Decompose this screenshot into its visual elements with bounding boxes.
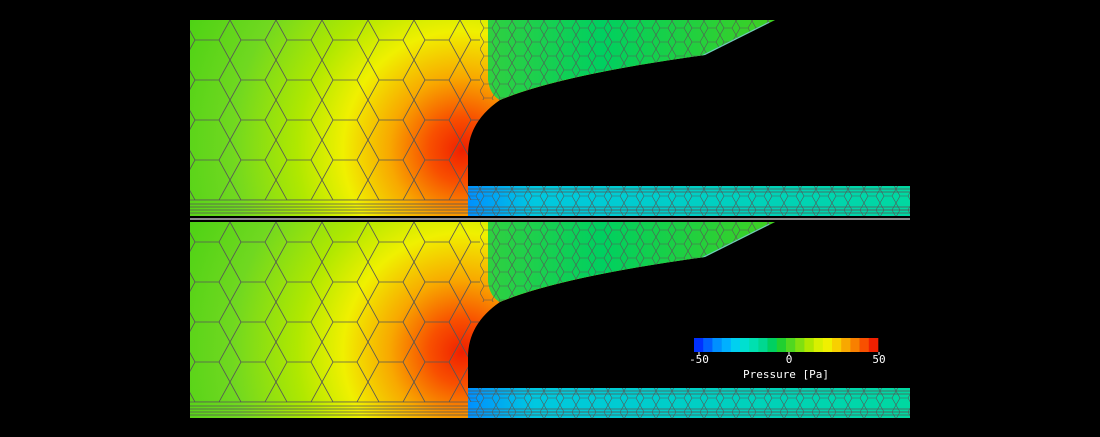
colorbar: -50 0 50 xyxy=(689,338,886,366)
colorbar-segment xyxy=(804,338,814,352)
colorbar-segment xyxy=(868,338,879,352)
colorbar-segment xyxy=(786,338,796,352)
colorbar-segment xyxy=(832,338,842,352)
colorbar-segment xyxy=(776,338,787,352)
colorbar-tick-label: -50 xyxy=(689,353,709,366)
bottom-field xyxy=(190,222,910,418)
colorbar-segment xyxy=(721,338,732,352)
colorbar-segment xyxy=(730,338,741,352)
colorbar-tick-label: 0 xyxy=(786,353,793,366)
colorbar-segment xyxy=(859,338,870,352)
colorbar-segment xyxy=(740,338,750,352)
colorbar-segment xyxy=(813,338,824,352)
colorbar-segment xyxy=(703,338,713,352)
colorbar-segment xyxy=(841,338,851,352)
colorbar-segment xyxy=(694,338,704,352)
colorbar-segment xyxy=(850,338,860,352)
colorbar-segment xyxy=(758,338,768,352)
colorbar-label: Pressure [Pa] xyxy=(743,368,829,381)
colorbar-tick-label: 50 xyxy=(872,353,885,366)
top-field xyxy=(190,20,910,216)
colorbar-segment xyxy=(822,338,833,352)
colorbar-segment xyxy=(749,338,759,352)
colorbar-segment xyxy=(767,338,778,352)
colorbar-segment xyxy=(795,338,805,352)
colorbar-segment xyxy=(712,338,722,352)
